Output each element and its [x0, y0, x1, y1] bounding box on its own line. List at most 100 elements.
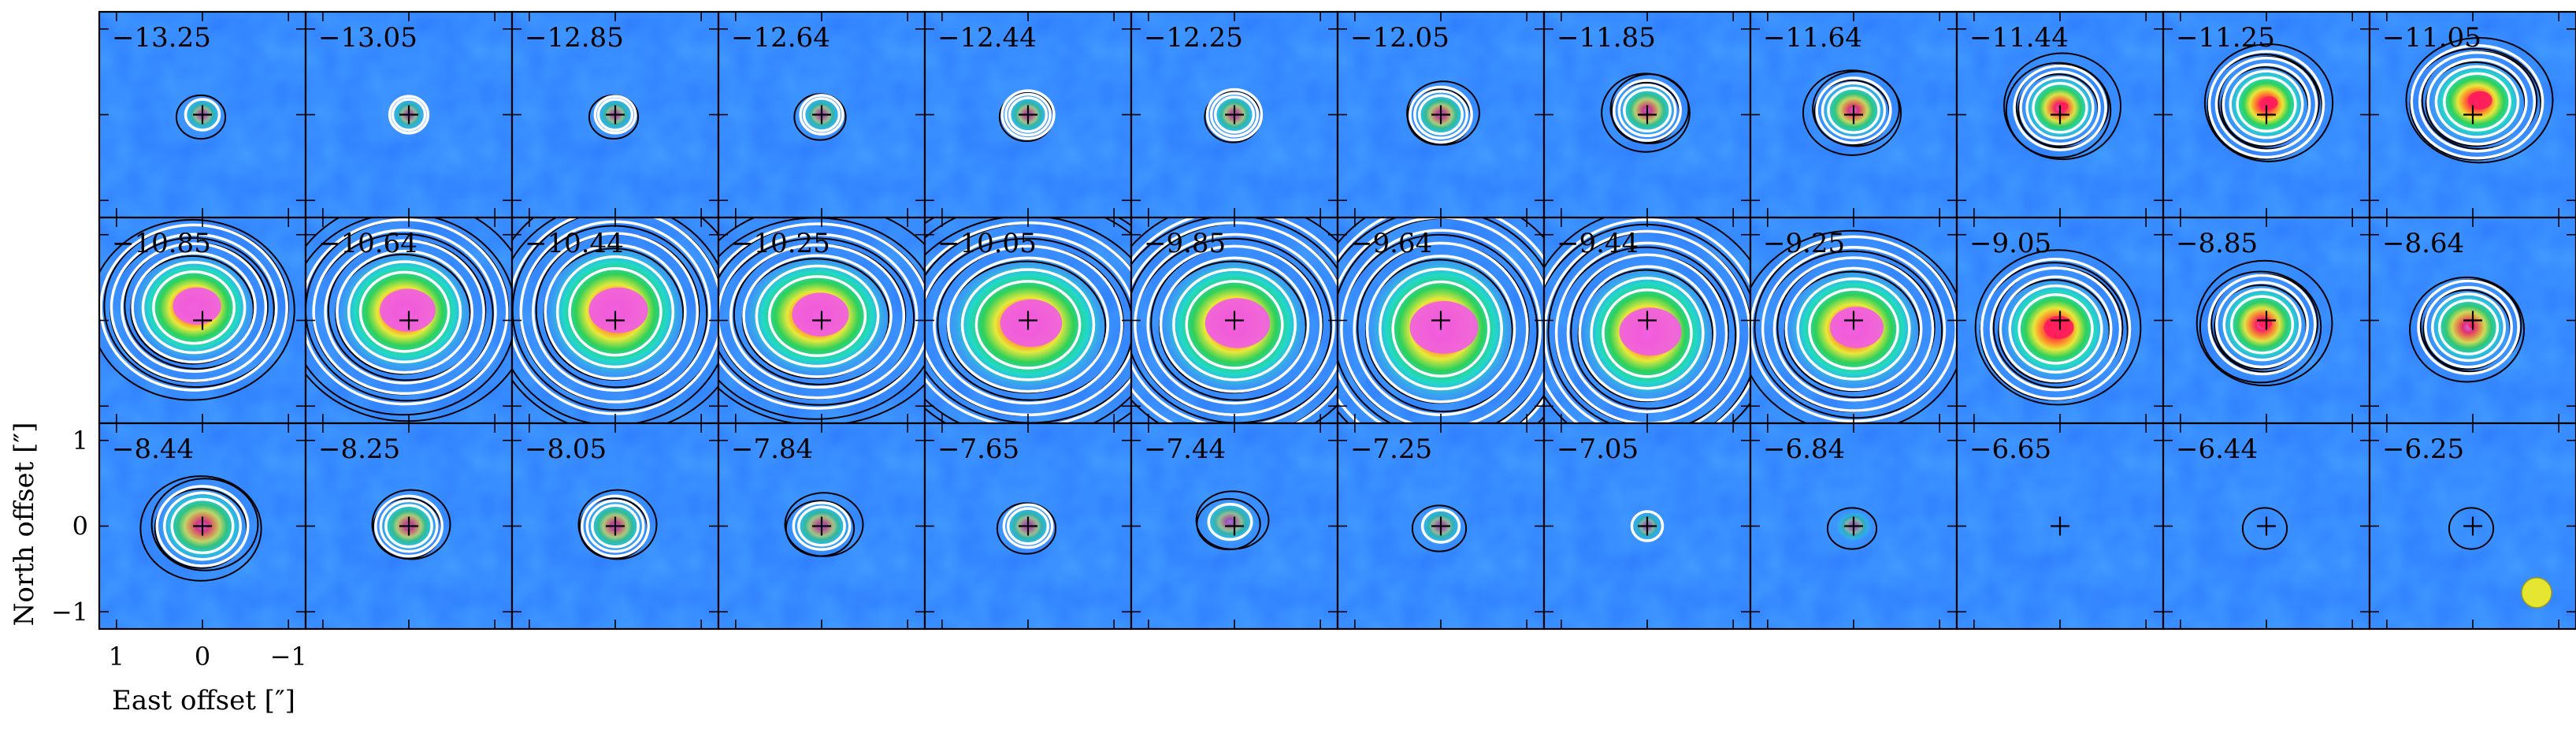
- panel-ticks: [1131, 12, 1338, 218]
- white-contour: [312, 229, 497, 396]
- white-contour: [1391, 280, 1490, 378]
- channel-panel: −11.05: [2368, 10, 2576, 219]
- white-contour: [591, 504, 640, 549]
- velocity-label: −7.44: [1144, 433, 1226, 465]
- velocity-label: −8.05: [525, 433, 607, 465]
- black-contour: [306, 218, 512, 416]
- white-contour: [1815, 76, 1892, 145]
- white-contour: [512, 218, 718, 415]
- velocity-label: −6.65: [1969, 433, 2051, 465]
- channel-panel: −10.85: [98, 216, 307, 425]
- beam-ellipse: [2521, 577, 2552, 608]
- velocity-label: −7.25: [1350, 433, 1432, 465]
- velocity-label: −8.64: [2382, 228, 2464, 259]
- velocity-label: −10.44: [525, 228, 624, 259]
- velocity-label: −12.05: [1350, 22, 1449, 54]
- white-contour: [2017, 293, 2094, 365]
- white-contour: [358, 270, 451, 353]
- white-contour: [2236, 76, 2297, 133]
- panel-ticks: [1338, 423, 1544, 629]
- channel-panel: −11.25: [2162, 10, 2371, 219]
- white-contour: [568, 266, 663, 357]
- white-contour: [336, 249, 474, 374]
- white-contour: [109, 233, 278, 382]
- white-contour: [2410, 43, 2544, 160]
- velocity-label: −9.05: [1969, 228, 2051, 259]
- channel-panel: −13.25: [98, 10, 307, 219]
- panel-ticks: [1750, 218, 1957, 423]
- white-contour: [802, 97, 841, 132]
- emission-peak: [2043, 315, 2074, 340]
- white-contour: [797, 505, 846, 547]
- white-contour: [121, 242, 268, 373]
- white-contour: [1772, 256, 1935, 402]
- white-contour: [184, 98, 221, 132]
- emission-peak: [2468, 323, 2475, 329]
- channel-panel: −8.64: [2368, 216, 2576, 425]
- black-contour: [2005, 61, 2112, 158]
- channel-panel: −12.64: [717, 10, 926, 219]
- white-contour: [596, 98, 634, 132]
- white-contour: [1008, 96, 1049, 133]
- panel-ticks: [718, 218, 925, 423]
- channel-panel: −12.25: [1130, 10, 1339, 219]
- black-contour: [577, 489, 658, 560]
- black-contour: [996, 502, 1057, 555]
- white-contour: [2032, 82, 2088, 134]
- panel-ticks: [1131, 218, 1338, 423]
- white-contour: [2222, 63, 2311, 146]
- panel-ticks: [925, 423, 1131, 629]
- white-contour: [379, 499, 439, 553]
- black-contour: [139, 475, 262, 582]
- velocity-label: −7.65: [937, 433, 1019, 465]
- channel-panel: −7.25: [1336, 422, 1546, 631]
- white-contour: [1821, 81, 1887, 140]
- black-contour: [1826, 507, 1878, 550]
- panel-ticks: [512, 423, 718, 629]
- panel-ticks: [718, 423, 925, 629]
- black-contour: [2448, 507, 2495, 550]
- channel-panel: −9.25: [1749, 216, 1958, 425]
- white-contour: [1989, 266, 2122, 392]
- y-tick-label: 0: [72, 512, 88, 541]
- channel-panel: −9.05: [1955, 216, 2165, 425]
- x-tick-label: −1: [270, 642, 307, 672]
- black-contour: [175, 94, 227, 140]
- white-contour: [2426, 58, 2528, 146]
- channel-panel: −6.65: [1955, 422, 2165, 631]
- channel-panel: −10.25: [717, 216, 926, 425]
- white-contour: [2418, 50, 2537, 153]
- velocity-label: −11.05: [2382, 22, 2481, 54]
- emission-peak: [380, 288, 436, 332]
- white-contour: [1172, 268, 1297, 381]
- emission-blob: [1202, 500, 1258, 545]
- panel-ticks: [1544, 218, 1750, 423]
- white-contour: [1418, 94, 1464, 136]
- channel-panel: −9.85: [1130, 216, 1339, 425]
- channel-panel: −12.05: [1336, 10, 1546, 219]
- velocity-label: −11.64: [1763, 22, 1862, 54]
- white-contour: [755, 264, 880, 368]
- white-contour: [1578, 265, 1717, 402]
- panel-ticks: [99, 218, 306, 423]
- black-contour: [1802, 69, 1902, 156]
- white-contour: [2019, 70, 2101, 146]
- velocity-label: −10.25: [731, 228, 830, 259]
- channel-panel: −10.05: [923, 216, 1133, 425]
- white-contour: [2443, 72, 2511, 132]
- emission-peak: [2468, 91, 2492, 110]
- white-contour: [1000, 89, 1056, 140]
- white-contour: [2207, 273, 2317, 376]
- black-contour: [1195, 490, 1270, 550]
- white-contour: [155, 485, 250, 567]
- emission-peak: [1000, 299, 1063, 348]
- white-contour: [2025, 76, 2095, 140]
- white-contour: [2230, 295, 2295, 355]
- white-contour: [729, 243, 906, 389]
- panel-ticks: [306, 423, 512, 629]
- black-contour: [2405, 37, 2554, 164]
- white-contour: [1590, 277, 1705, 390]
- emission-peak: [1409, 300, 1479, 354]
- white-contour: [141, 261, 247, 355]
- x-tick-label: 0: [195, 642, 210, 672]
